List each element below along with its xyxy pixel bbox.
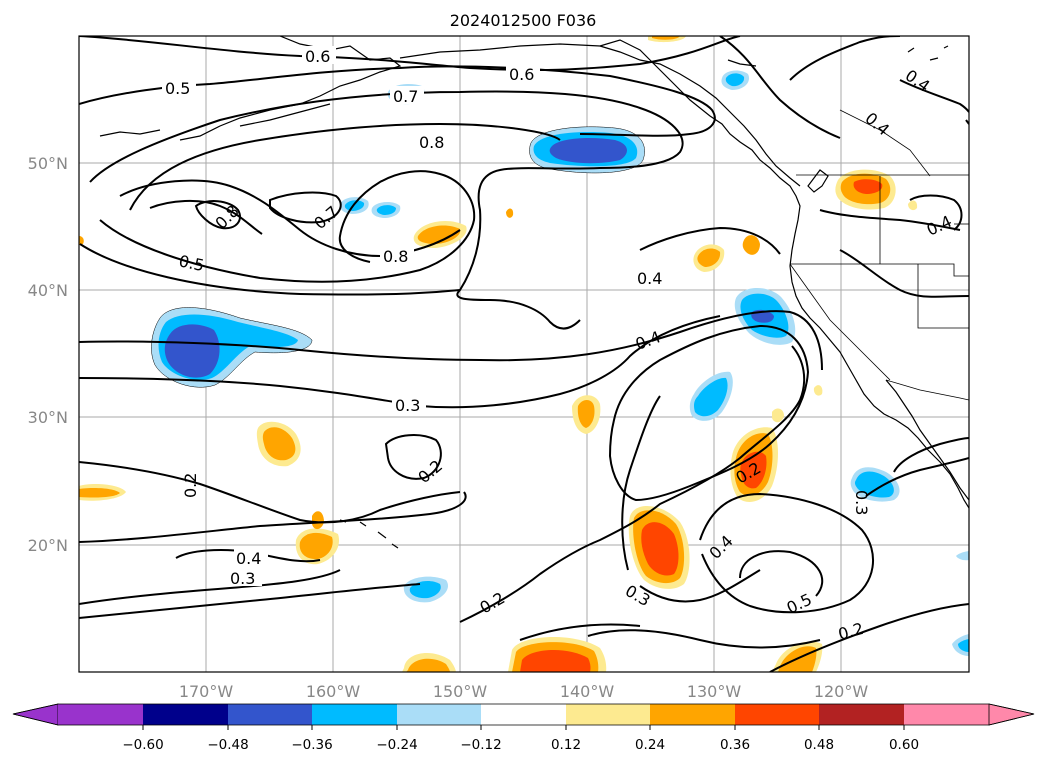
colorbar-tick-label: 0.48 <box>804 737 834 753</box>
negative-anomaly-area <box>376 205 396 215</box>
colorbar-tick-label: −0.48 <box>207 737 248 753</box>
negative-anomaly-area <box>956 551 969 561</box>
contour-label: 0.3 <box>395 396 420 415</box>
colorbar-segment <box>566 704 650 725</box>
colorbar: −0.60 −0.48 −0.36 −0.24 −0.12 0.12 0.24 … <box>12 703 1035 753</box>
political-borders <box>789 109 969 401</box>
positive-anomaly-area <box>641 522 679 576</box>
map-frame <box>78 35 970 673</box>
positive-anomaly-area <box>262 427 296 461</box>
colorbar-segment <box>397 704 481 725</box>
colorbar-tick-label: −0.24 <box>376 737 417 753</box>
positive-anomaly-area <box>577 400 595 428</box>
map-title: 2024012500 F036 <box>450 11 597 30</box>
positive-anomaly-area <box>853 179 883 194</box>
lat-label: 20°N <box>28 536 68 555</box>
contour-label: 0.4 <box>236 549 261 568</box>
contour-lines <box>79 36 969 672</box>
positive-anomaly-area <box>908 200 918 211</box>
longitude-labels: 170°W 160°W 150°W 140°W 130°W 120°W <box>179 682 869 701</box>
latitude-labels: 50°N 40°N 30°N 20°N <box>28 154 68 555</box>
colorbar-segment <box>819 704 904 725</box>
colorbar-segment <box>735 704 819 725</box>
contour-label: 0.2 <box>181 473 200 498</box>
lon-label: 140°W <box>560 682 615 701</box>
contour-label: 0.7 <box>393 87 418 106</box>
positive-anomaly-area <box>312 511 324 530</box>
positive-anomaly-area <box>417 225 461 244</box>
positive-anomaly-area <box>652 36 680 40</box>
contour-label: 0.3 <box>230 569 255 588</box>
colorbar-tick-label: 0.24 <box>635 737 665 753</box>
contour-label: 0.5 <box>165 79 190 98</box>
colorbar-segment <box>58 704 143 725</box>
colorbar-segment <box>312 704 397 725</box>
lon-label: 120°W <box>814 682 869 701</box>
colorbar-tick-label: −0.60 <box>122 737 163 753</box>
positive-anomaly-area <box>697 248 721 267</box>
contour-label: 0.8 <box>419 133 444 152</box>
map-content: 0.6 0.6 0.5 0.7 0.8 0.8 0.7 0.8 0.5 0.4 … <box>79 36 969 672</box>
contour-label: 0.4 <box>637 269 662 288</box>
positive-anomaly-area <box>299 532 333 560</box>
negative-anomaly-area <box>409 580 441 599</box>
negative-anomaly-area <box>344 200 365 211</box>
positive-anomaly-area <box>506 208 514 218</box>
negative-anomaly-area <box>549 138 627 164</box>
colorbar-ticks <box>142 725 905 730</box>
positive-anomaly-area <box>406 658 450 672</box>
lon-label: 150°W <box>433 682 488 701</box>
lat-label: 30°N <box>28 408 68 427</box>
positive-anomaly-area <box>79 488 120 498</box>
lat-label: 40°N <box>28 281 68 300</box>
colorbar-tick-label: 0.36 <box>720 737 750 753</box>
colorbar-segment <box>481 704 566 725</box>
contour-label: 0.8 <box>383 247 408 266</box>
colorbar-under-arrow <box>12 703 59 726</box>
negative-anomaly-area <box>164 324 220 378</box>
colorbar-segment <box>650 704 735 725</box>
negative-anomaly-area <box>958 639 969 652</box>
colorbar-segment <box>228 704 312 725</box>
positive-anomaly-area <box>813 385 823 396</box>
colorbar-tick-label: −0.12 <box>460 737 501 753</box>
negative-anomaly-area <box>694 377 728 417</box>
contour-label: 0.6 <box>509 65 534 84</box>
colorbar-over-arrow <box>988 703 1035 726</box>
contour-label: 0.5 <box>177 251 206 275</box>
contour-label: 0.3 <box>852 490 871 515</box>
lon-label: 170°W <box>179 682 234 701</box>
contour-label: 0.6 <box>305 47 330 66</box>
colorbar-segment <box>143 704 228 725</box>
negative-anomaly-area <box>725 73 745 87</box>
lon-label: 160°W <box>306 682 361 701</box>
positive-anomaly-area <box>772 408 784 423</box>
positive-anomaly-area <box>79 236 84 245</box>
positive-anomaly-area <box>742 235 760 255</box>
colorbar-tick-label: 0.12 <box>551 737 581 753</box>
lat-label: 50°N <box>28 154 68 173</box>
lon-label: 130°W <box>687 682 742 701</box>
positive-anomaly-area <box>520 649 591 672</box>
colorbar-tick-label: 0.60 <box>889 737 919 753</box>
negative-anomaly-area <box>854 471 894 498</box>
colorbar-tick-label: −0.36 <box>291 737 332 753</box>
colorbar-segment <box>904 704 989 725</box>
